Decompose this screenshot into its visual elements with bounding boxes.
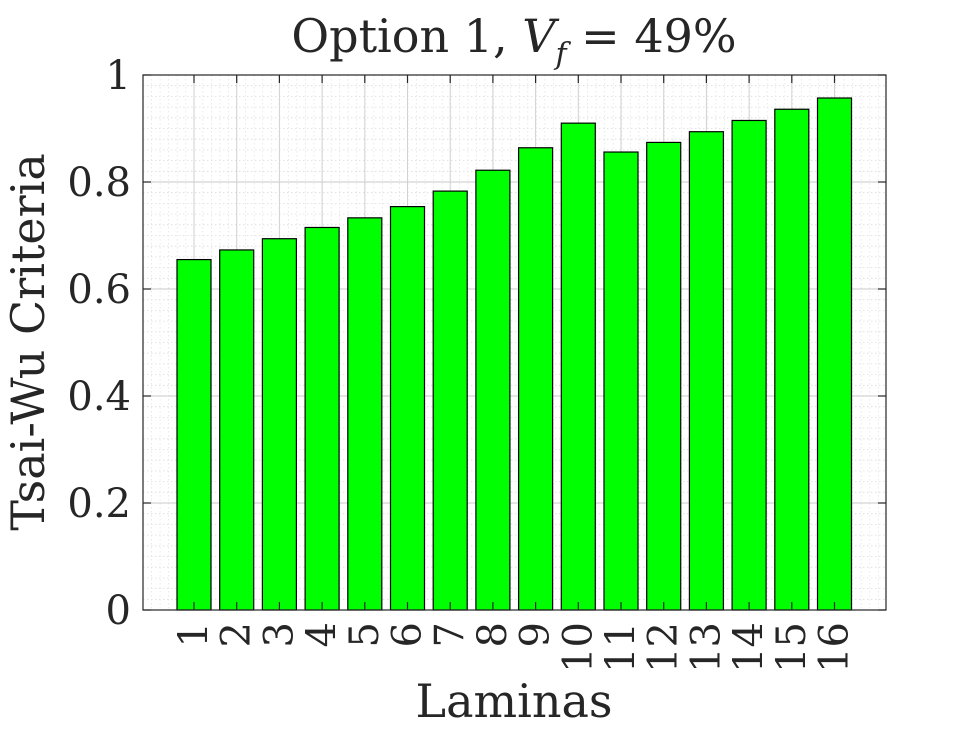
bar-lamina-9 bbox=[517, 147, 554, 611]
bar-lamina-8 bbox=[475, 169, 511, 611]
chart-title-suffix: = 49% bbox=[567, 9, 737, 63]
bar-lamina-11 bbox=[603, 151, 639, 611]
x-tick-label: 4 bbox=[299, 622, 345, 647]
bar-lamina-12 bbox=[646, 141, 682, 611]
bar-lamina-14 bbox=[731, 119, 767, 611]
x-tick-label: 2 bbox=[214, 622, 260, 647]
bar-lamina-15 bbox=[774, 108, 810, 611]
bar-lamina-2 bbox=[219, 249, 255, 611]
y-tick-label: 0 bbox=[106, 588, 131, 634]
x-tick-label: 7 bbox=[427, 622, 473, 647]
y-tick-label: 0.6 bbox=[67, 267, 131, 313]
chart-title: Option 1, Vf = 49% bbox=[291, 9, 736, 72]
x-axis-label: Laminas bbox=[416, 674, 613, 728]
x-tick-label: 14 bbox=[726, 622, 772, 673]
x-tick-label: 3 bbox=[256, 622, 302, 647]
chart-title-prefix: Option 1, bbox=[291, 9, 522, 63]
bar-lamina-4 bbox=[304, 226, 340, 611]
y-axis-label: Tsai-Wu Criteria bbox=[1, 153, 55, 531]
x-tick-label: 1 bbox=[171, 622, 217, 647]
x-tick-label: 5 bbox=[342, 622, 388, 647]
y-tick-label: 0.2 bbox=[67, 481, 131, 527]
bar-lamina-7 bbox=[432, 190, 468, 611]
bar-lamina-10 bbox=[560, 122, 596, 611]
x-tick-label: 9 bbox=[513, 622, 559, 647]
y-tick-label: 1 bbox=[106, 53, 131, 99]
x-tick-label: 11 bbox=[598, 622, 644, 673]
bar-lamina-3 bbox=[261, 238, 297, 611]
bar-lamina-1 bbox=[176, 258, 212, 611]
y-tick-label: 0.4 bbox=[67, 374, 131, 420]
bar-lamina-6 bbox=[389, 206, 426, 611]
x-tick-label: 10 bbox=[555, 622, 601, 673]
bar-lamina-5 bbox=[347, 217, 383, 611]
bar-lamina-13 bbox=[688, 131, 725, 611]
chart-title-variable: V bbox=[522, 9, 560, 63]
bars bbox=[176, 97, 853, 611]
x-tick-label: 15 bbox=[769, 622, 815, 673]
x-tick-label: 8 bbox=[470, 622, 516, 647]
x-tick-label: 13 bbox=[683, 622, 729, 673]
bar-lamina-16 bbox=[816, 97, 853, 611]
axes bbox=[142, 74, 887, 611]
y-tick-label: 0.8 bbox=[67, 160, 131, 206]
x-tick-label: 12 bbox=[641, 622, 687, 673]
x-tick-label: 16 bbox=[812, 622, 858, 673]
axes-box bbox=[142, 74, 887, 611]
x-tick-label: 6 bbox=[385, 622, 431, 647]
